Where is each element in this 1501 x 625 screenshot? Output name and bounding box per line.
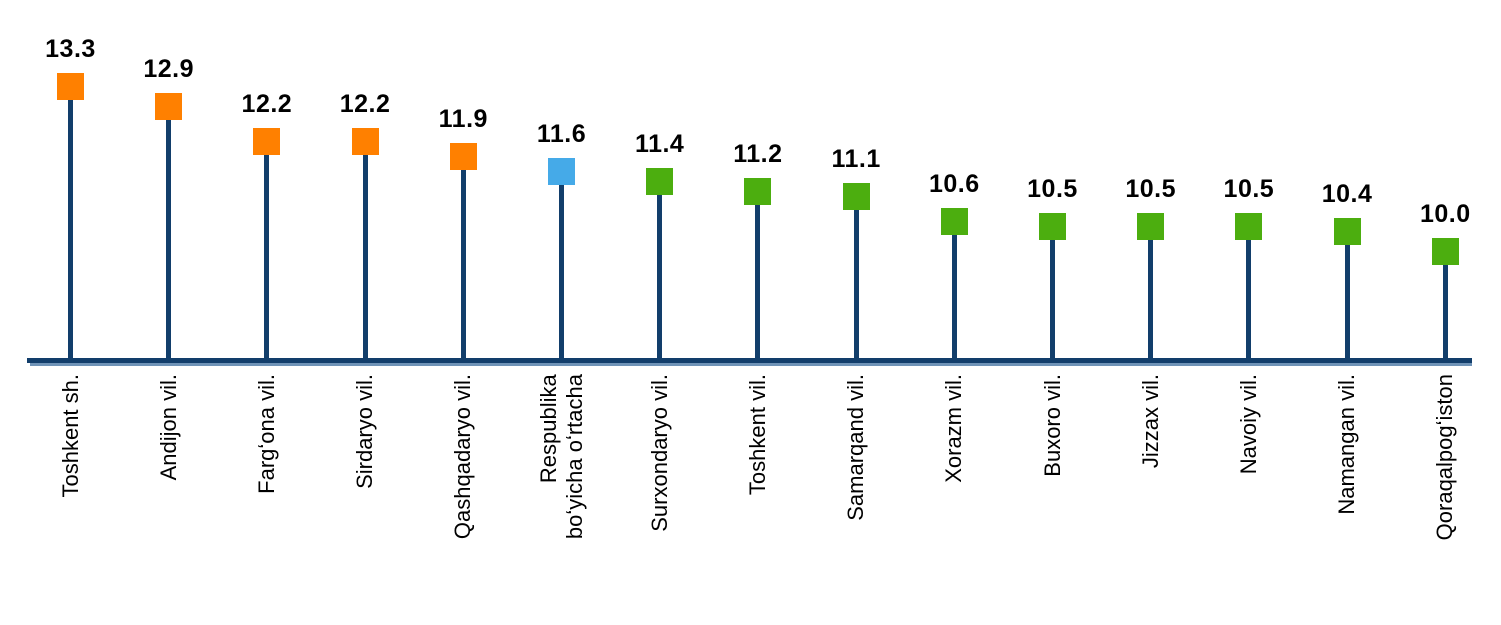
lollipop-stem bbox=[657, 181, 663, 362]
category-label: Samarqand vil. bbox=[807, 374, 905, 616]
category-label: Toshkent vil. bbox=[709, 374, 807, 616]
category-label-text: Xorazm vil. bbox=[941, 374, 967, 483]
lollipop-marker bbox=[1235, 212, 1263, 240]
x-axis-line bbox=[27, 358, 1472, 363]
lollipop-marker bbox=[940, 207, 968, 235]
value-label: 11.6 bbox=[536, 119, 587, 148]
value-label: 13.3 bbox=[45, 34, 96, 63]
category-label: Xorazm vil. bbox=[905, 374, 1003, 616]
category-label-text: Andijon vil. bbox=[155, 374, 181, 481]
lollipop-marker bbox=[842, 182, 870, 210]
value-label: 12.2 bbox=[339, 89, 391, 118]
category-label-text: Toshkent vil. bbox=[744, 374, 770, 496]
category-label: Qashqadaryo vil. bbox=[414, 374, 512, 616]
category-label-text: Namangan vil. bbox=[1334, 374, 1360, 515]
category-label-text: Surxondaryo vil. bbox=[646, 374, 672, 532]
category-label: Namangan vil. bbox=[1298, 374, 1396, 616]
value-label: 10.6 bbox=[928, 169, 980, 198]
lollipop-marker bbox=[449, 142, 477, 170]
lollipop-stem bbox=[1148, 226, 1154, 362]
lollipop-stem bbox=[1246, 226, 1252, 362]
value-label: 10.0 bbox=[1419, 199, 1471, 228]
lollipop-stem bbox=[1050, 226, 1055, 362]
value-label: 10.5 bbox=[1223, 174, 1275, 203]
category-label-text: Toshkent sh. bbox=[57, 374, 83, 498]
category-label-text: Qoraqalpogʻiston bbox=[1432, 374, 1458, 541]
lollipop-stem bbox=[951, 221, 957, 362]
lollipop-stem bbox=[68, 86, 73, 362]
lollipop-marker bbox=[155, 92, 183, 120]
value-label: 11.2 bbox=[733, 139, 783, 168]
value-label: 10.5 bbox=[1027, 174, 1078, 203]
value-label: 11.4 bbox=[635, 129, 685, 158]
category-label-text: Jizzax vil. bbox=[1137, 374, 1163, 469]
category-label-text: Fargʻona vil. bbox=[253, 374, 279, 494]
lollipop-stem bbox=[1344, 231, 1350, 362]
category-label: Jizzax vil. bbox=[1102, 374, 1200, 616]
lollipop-marker bbox=[1431, 237, 1459, 265]
category-label-text: Qashqadaryo vil. bbox=[450, 374, 476, 540]
lollipop-marker bbox=[548, 157, 575, 185]
category-label-text: Buxoro vil. bbox=[1039, 374, 1065, 477]
lollipop-marker bbox=[57, 72, 84, 100]
category-label-text: Samarqand vil. bbox=[843, 374, 869, 521]
category-label-text: Navoiy vil. bbox=[1235, 374, 1261, 475]
lollipop-marker bbox=[1039, 212, 1066, 240]
x-axis-shadow bbox=[30, 363, 1472, 366]
category-label: Fargʻona vil. bbox=[218, 374, 316, 616]
lollipop-marker bbox=[351, 127, 379, 155]
category-label: Qoraqalpogʻiston bbox=[1396, 374, 1494, 616]
value-label: 12.9 bbox=[143, 54, 195, 83]
lollipop-stem bbox=[853, 196, 859, 362]
category-label: Buxoro vil. bbox=[1004, 374, 1102, 616]
value-label: 10.5 bbox=[1125, 174, 1177, 203]
value-label: 11.9 bbox=[438, 104, 488, 133]
category-label-text: Respublika boʻyicha oʻrtacha bbox=[535, 374, 587, 540]
lollipop-marker bbox=[253, 127, 281, 155]
category-label: Andijon vil. bbox=[120, 374, 218, 616]
value-label: 11.1 bbox=[831, 144, 881, 173]
lollipop-stem bbox=[460, 156, 466, 362]
value-label: 12.2 bbox=[241, 89, 293, 118]
category-label: Sirdaryo vil. bbox=[316, 374, 414, 616]
category-label: Toshkent sh. bbox=[22, 374, 120, 616]
lollipop-marker bbox=[1137, 212, 1165, 240]
category-label: Respublika boʻyicha oʻrtacha bbox=[513, 374, 611, 616]
category-label: Navoiy vil. bbox=[1200, 374, 1298, 616]
lollipop-stem bbox=[264, 141, 270, 362]
category-label: Surxondaryo vil. bbox=[611, 374, 709, 616]
lollipop-stem bbox=[362, 141, 368, 362]
lollipop-marker bbox=[1333, 217, 1361, 245]
category-label-text: Sirdaryo vil. bbox=[352, 374, 378, 489]
lollipop-marker bbox=[744, 177, 772, 205]
value-label: 10.4 bbox=[1321, 179, 1373, 208]
lollipop-stem bbox=[166, 106, 172, 362]
lollipop-stem bbox=[755, 191, 761, 362]
lollipop-stem bbox=[1442, 251, 1448, 362]
lollipop-stem bbox=[559, 171, 564, 362]
lollipop-marker bbox=[646, 167, 674, 195]
